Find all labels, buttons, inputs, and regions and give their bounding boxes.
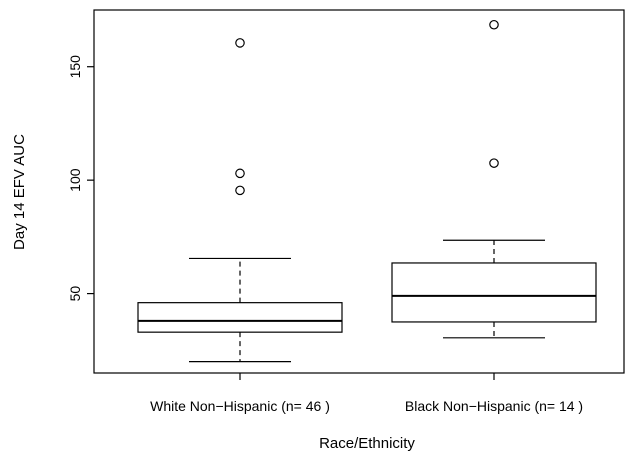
box-series [137,19,597,363]
x-axis: White Non−Hispanic (n= 46 ) Black Non−His… [150,373,583,414]
y-axis-label: Day 14 EFV AUC [11,134,28,250]
x-axis-label: Race/Ethnicity [319,435,415,452]
plot-border [93,9,625,374]
y-tick-label: 100 [67,168,83,192]
x-tick-label: Black Non−Hispanic (n= 14 ) [405,398,583,414]
box-group [137,38,343,363]
y-tick-label: 150 [67,55,83,79]
y-tick-label: 50 [67,286,83,302]
y-axis: 50 100 150 [67,55,94,302]
outlier-point [235,185,245,196]
plot-frame [93,9,625,374]
box-group [391,19,597,339]
box-iqr [391,262,597,323]
outlier-point [489,158,499,168]
outlier-point [235,38,245,48]
box-iqr [137,302,343,333]
outlier-point [489,19,499,30]
outlier-point [235,168,245,179]
x-tick-label: White Non−Hispanic (n= 46 ) [150,398,330,414]
